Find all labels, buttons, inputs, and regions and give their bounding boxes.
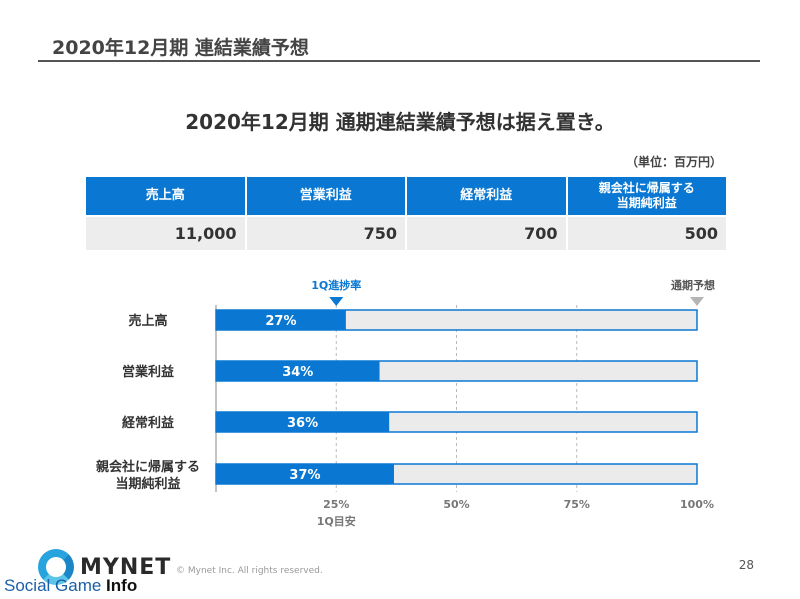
forecast-table: 売上高 営業利益 経常利益 親会社に帰属する 当期純利益 11,000 750 … bbox=[86, 177, 726, 250]
company-logo: MYNET bbox=[38, 549, 171, 585]
table-header-cell: 売上高 bbox=[86, 177, 247, 215]
copyright: © Mynet Inc. All rights reserved. bbox=[176, 566, 323, 576]
category-label: 経常利益 bbox=[122, 415, 174, 431]
bar-fill bbox=[216, 361, 380, 381]
header-label: 営業利益 bbox=[299, 187, 352, 203]
x-tick-label: 25% bbox=[323, 498, 349, 511]
watermark-part-b: Info bbox=[106, 576, 138, 595]
progress-marker-label: 1Q進捗率 bbox=[311, 278, 361, 292]
watermark: Social Game Info bbox=[4, 576, 137, 596]
table-header-row: 売上高 営業利益 経常利益 親会社に帰属する 当期純利益 bbox=[86, 177, 726, 215]
table-cell: 700 bbox=[407, 217, 568, 250]
table-header-cell: 親会社に帰属する 当期純利益 bbox=[567, 177, 726, 215]
logo-ring-icon bbox=[38, 549, 74, 585]
bar-value-label: 36% bbox=[287, 416, 318, 431]
table-header-cell: 経常利益 bbox=[407, 177, 568, 215]
bar-value-label: 27% bbox=[265, 314, 296, 329]
header-label-line-2: 当期純利益 bbox=[616, 196, 677, 210]
main-title: 2020年12月期 通期連結業績予想は据え置き。 bbox=[185, 110, 615, 134]
forecast-marker-triangle bbox=[690, 297, 704, 306]
header-rule bbox=[38, 60, 760, 62]
category-label: 営業利益 bbox=[122, 364, 174, 380]
header-label: 売上高 bbox=[145, 187, 185, 203]
x-tick-label: 100% bbox=[680, 498, 714, 511]
unit-label: （単位：百万円） bbox=[625, 155, 722, 169]
x-tick-label: 50% bbox=[443, 498, 469, 511]
logo-text: MYNET bbox=[80, 554, 172, 580]
table-cell: 500 bbox=[567, 217, 726, 250]
header-label: 経常利益 bbox=[460, 187, 513, 203]
header-title: 2020年12月期 連結業績予想 bbox=[52, 37, 309, 59]
bar-fill bbox=[216, 310, 346, 330]
progress-marker-triangle bbox=[329, 297, 344, 306]
table-header-cell: 営業利益 bbox=[246, 177, 407, 215]
below-axis-label: 1Q目安 bbox=[317, 514, 356, 528]
category-label: 売上高 bbox=[128, 313, 167, 329]
category-label-line-1: 親会社に帰属する bbox=[96, 459, 200, 475]
header-label-line-1: 親会社に帰属する bbox=[598, 181, 695, 195]
table-cell: 11,000 bbox=[86, 217, 247, 250]
page-number: 28 bbox=[738, 558, 754, 572]
x-tick-label: 75% bbox=[564, 498, 590, 511]
watermark-part-a: Social Game bbox=[4, 576, 107, 595]
category-label-line-2: 当期純利益 bbox=[115, 476, 180, 492]
forecast-marker-label: 通期予想 bbox=[671, 278, 715, 292]
bar-fill bbox=[216, 464, 394, 484]
table-row: 11,000 750 700 500 bbox=[86, 217, 726, 250]
footer bbox=[0, 540, 800, 599]
table-cell: 750 bbox=[246, 217, 407, 250]
bar-value-label: 34% bbox=[282, 365, 313, 380]
bar-value-label: 37% bbox=[289, 468, 320, 483]
bar-fill bbox=[216, 412, 390, 432]
